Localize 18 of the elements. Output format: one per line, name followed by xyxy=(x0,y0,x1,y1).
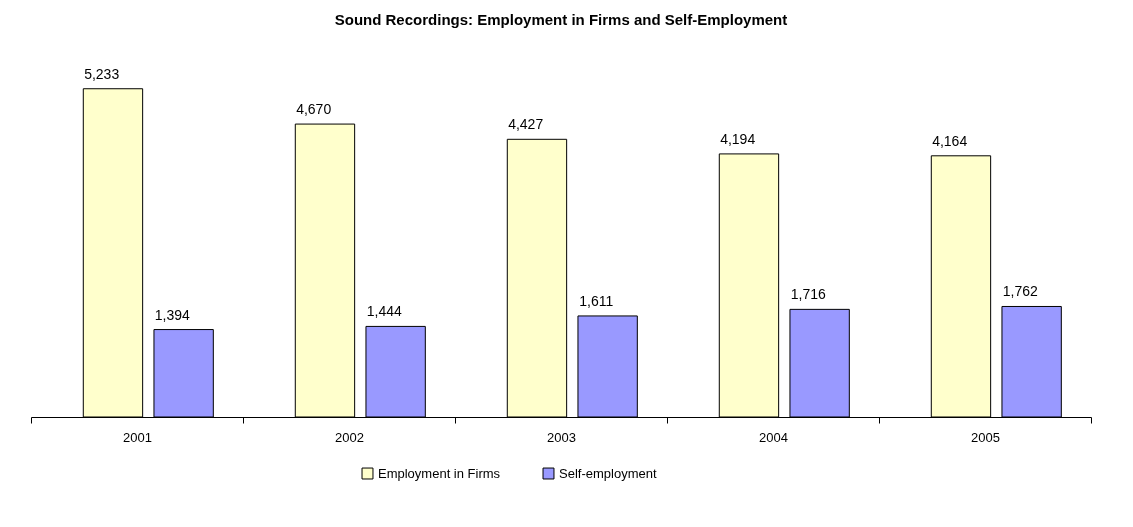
chart-title: Sound Recordings: Employment in Firms and Self-Employment xyxy=(334,10,788,28)
x-tick-label: 2001 xyxy=(123,429,152,445)
data-label: 1,394 xyxy=(154,306,191,323)
data-label: 4,427 xyxy=(508,116,544,133)
data-label: 4,670 xyxy=(296,101,332,118)
data-label: 1,444 xyxy=(366,303,403,320)
x-tick-label: 2003 xyxy=(547,429,576,445)
legend-label: Employment in Firms xyxy=(378,465,501,481)
x-tick-label: 2005 xyxy=(971,429,1000,445)
x-tick-label: 2002 xyxy=(335,429,364,445)
data-label: 1,716 xyxy=(790,286,827,303)
data-label: 1,611 xyxy=(579,292,614,309)
data-label: 1,762 xyxy=(1002,283,1039,300)
x-tick-label: 2004 xyxy=(759,429,788,445)
data-label: 4,194 xyxy=(720,130,756,147)
data-label: 4,164 xyxy=(932,132,968,149)
legend-label: Self-employment xyxy=(559,465,657,481)
data-label: 5,233 xyxy=(84,65,120,82)
